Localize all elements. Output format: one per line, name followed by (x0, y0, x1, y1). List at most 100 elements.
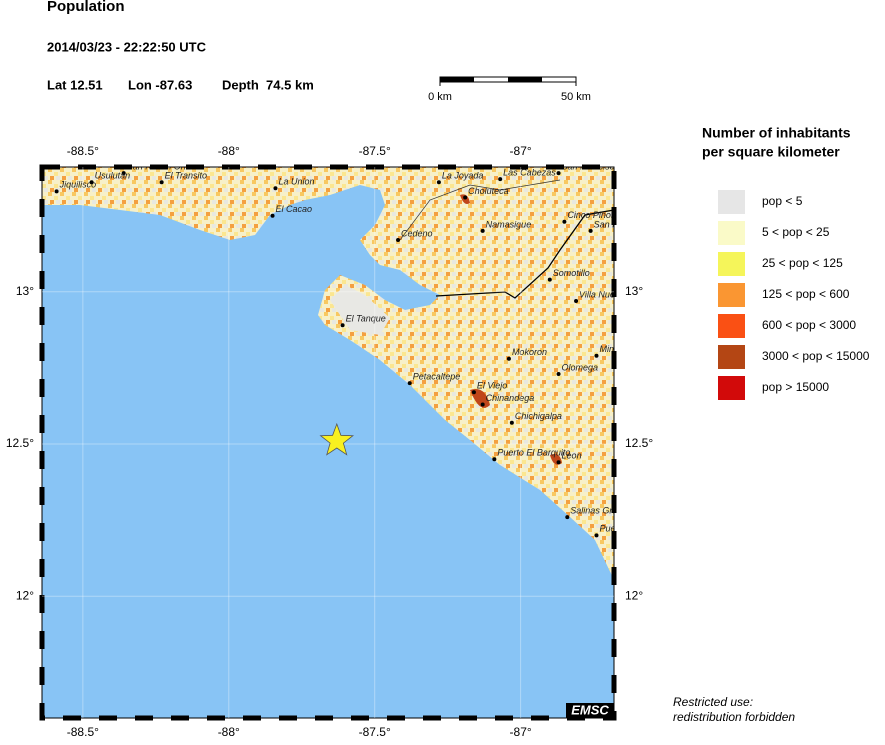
legend-swatch (718, 376, 745, 400)
lon: Lon -87.63 (128, 77, 192, 92)
epicenter (319, 422, 355, 456)
datetime: 2014/03/23 - 22:22:50 UTC (47, 39, 207, 54)
lat-tick-label: 12.5° (6, 436, 34, 450)
city-dot (471, 390, 476, 395)
city-label: Olomega (562, 362, 599, 372)
city-label: Salinas Grandes (570, 505, 637, 515)
city-dot (498, 177, 503, 182)
legend-swatch (718, 314, 745, 338)
footer: redistribution forbidden (673, 710, 795, 724)
lon-tick-label: -88.5° (67, 144, 99, 158)
lon-tick-label: -87° (510, 725, 532, 739)
land (42, 167, 614, 580)
border-minor (399, 179, 561, 241)
city-dot (480, 402, 485, 407)
city-dot (270, 213, 275, 218)
city-label: Somotillo (553, 268, 590, 278)
city-dot (54, 189, 59, 194)
city-dot (588, 228, 593, 233)
frame-line (41, 166, 615, 719)
city-label: Usulutan (95, 171, 131, 181)
city-label: Jiquilisco (59, 180, 97, 190)
city-dot (556, 372, 561, 377)
legend-label: 25 < pop < 125 (762, 256, 843, 270)
legend-label: pop > 15000 (762, 380, 829, 394)
scale-label: 0 km (428, 91, 452, 103)
title: Population (47, 0, 125, 15)
city-dot (89, 180, 94, 185)
lat-tick-label: 12.5° (625, 436, 653, 450)
legend-title: Number of inhabitants (702, 125, 851, 141)
lat-tick-label: 12° (16, 588, 34, 602)
city-label: El Cacao (276, 204, 313, 214)
city-label: Las Cabezas (503, 168, 556, 178)
city-dot (273, 186, 278, 191)
credit: EMSC (571, 702, 609, 717)
lon-tick-label: -88.5° (67, 725, 99, 739)
dense-area (460, 194, 562, 465)
city-label: Villa Nueva (579, 289, 624, 299)
legend-label: 5 < pop < 25 (762, 225, 830, 239)
legend-label: pop < 5 (762, 194, 803, 208)
legend-swatch (718, 221, 745, 245)
legend-swatch (718, 252, 745, 276)
footer: Restricted use: (673, 695, 753, 709)
city-label: Cedeno (401, 228, 433, 238)
city-label: Cinco Pinos (567, 210, 616, 220)
city-dot (159, 180, 164, 185)
city-label: El Viejo (477, 381, 507, 391)
city-label: La Union (278, 177, 314, 187)
city-label: Mokoron (512, 347, 547, 357)
city-label: Choluteca (468, 186, 509, 196)
city-dot (436, 180, 441, 185)
lon-tick-label: -87.5° (359, 144, 391, 158)
city-dot (594, 533, 599, 538)
city-dot (396, 238, 401, 243)
lon-tick-label: -87° (510, 144, 532, 158)
lat-tick-label: 12° (625, 588, 643, 602)
city-dot (509, 420, 514, 425)
city-dot (480, 228, 485, 233)
city-dot (556, 171, 561, 176)
scale-bar (439, 76, 577, 86)
city-label: El Tanque (346, 314, 386, 324)
city-label: Chinandega (486, 393, 535, 403)
legend-label: 125 < pop < 600 (762, 287, 850, 301)
city-label: Puerto El Barquito (497, 448, 570, 458)
city-dot (562, 219, 567, 224)
credit-box (566, 703, 614, 718)
legend-title: per square kilometer (702, 144, 840, 160)
lon-tick-label: -87.5° (359, 725, 391, 739)
legend-swatch (718, 190, 745, 214)
city-label: El Transito (165, 171, 207, 181)
city-dot (556, 460, 561, 465)
land-sparse (330, 285, 390, 335)
city-label: Chichigalpa (515, 411, 562, 421)
city-label: Leon (562, 451, 582, 461)
city-label: San Pedro (594, 219, 637, 229)
city-dot (547, 277, 552, 282)
lat-tick-label: 13° (625, 284, 643, 298)
lat-tick-label: 13° (16, 284, 34, 298)
scale-label: 50 km (561, 91, 591, 103)
city-dot (594, 353, 599, 358)
border (435, 209, 614, 299)
city-dot (121, 171, 126, 176)
city-label: Puerto Sandino (599, 524, 661, 534)
legend-label: 600 < pop < 3000 (762, 318, 856, 332)
city-dot (574, 298, 579, 303)
lon-tick-label: -88° (218, 144, 240, 158)
city-dot (407, 381, 412, 386)
legend-label: 3000 < pop < 15000 (762, 349, 870, 363)
city-label: Namasigue (486, 219, 532, 229)
legend-swatch (718, 283, 745, 307)
city-label: Petacaltepe (413, 372, 461, 382)
city-label: La Joyada (442, 171, 484, 181)
city-dot (463, 195, 468, 200)
city-label: Mina El Limon (599, 344, 656, 354)
legend-swatch (718, 345, 745, 369)
lat: Lat 12.51 (47, 77, 103, 92)
